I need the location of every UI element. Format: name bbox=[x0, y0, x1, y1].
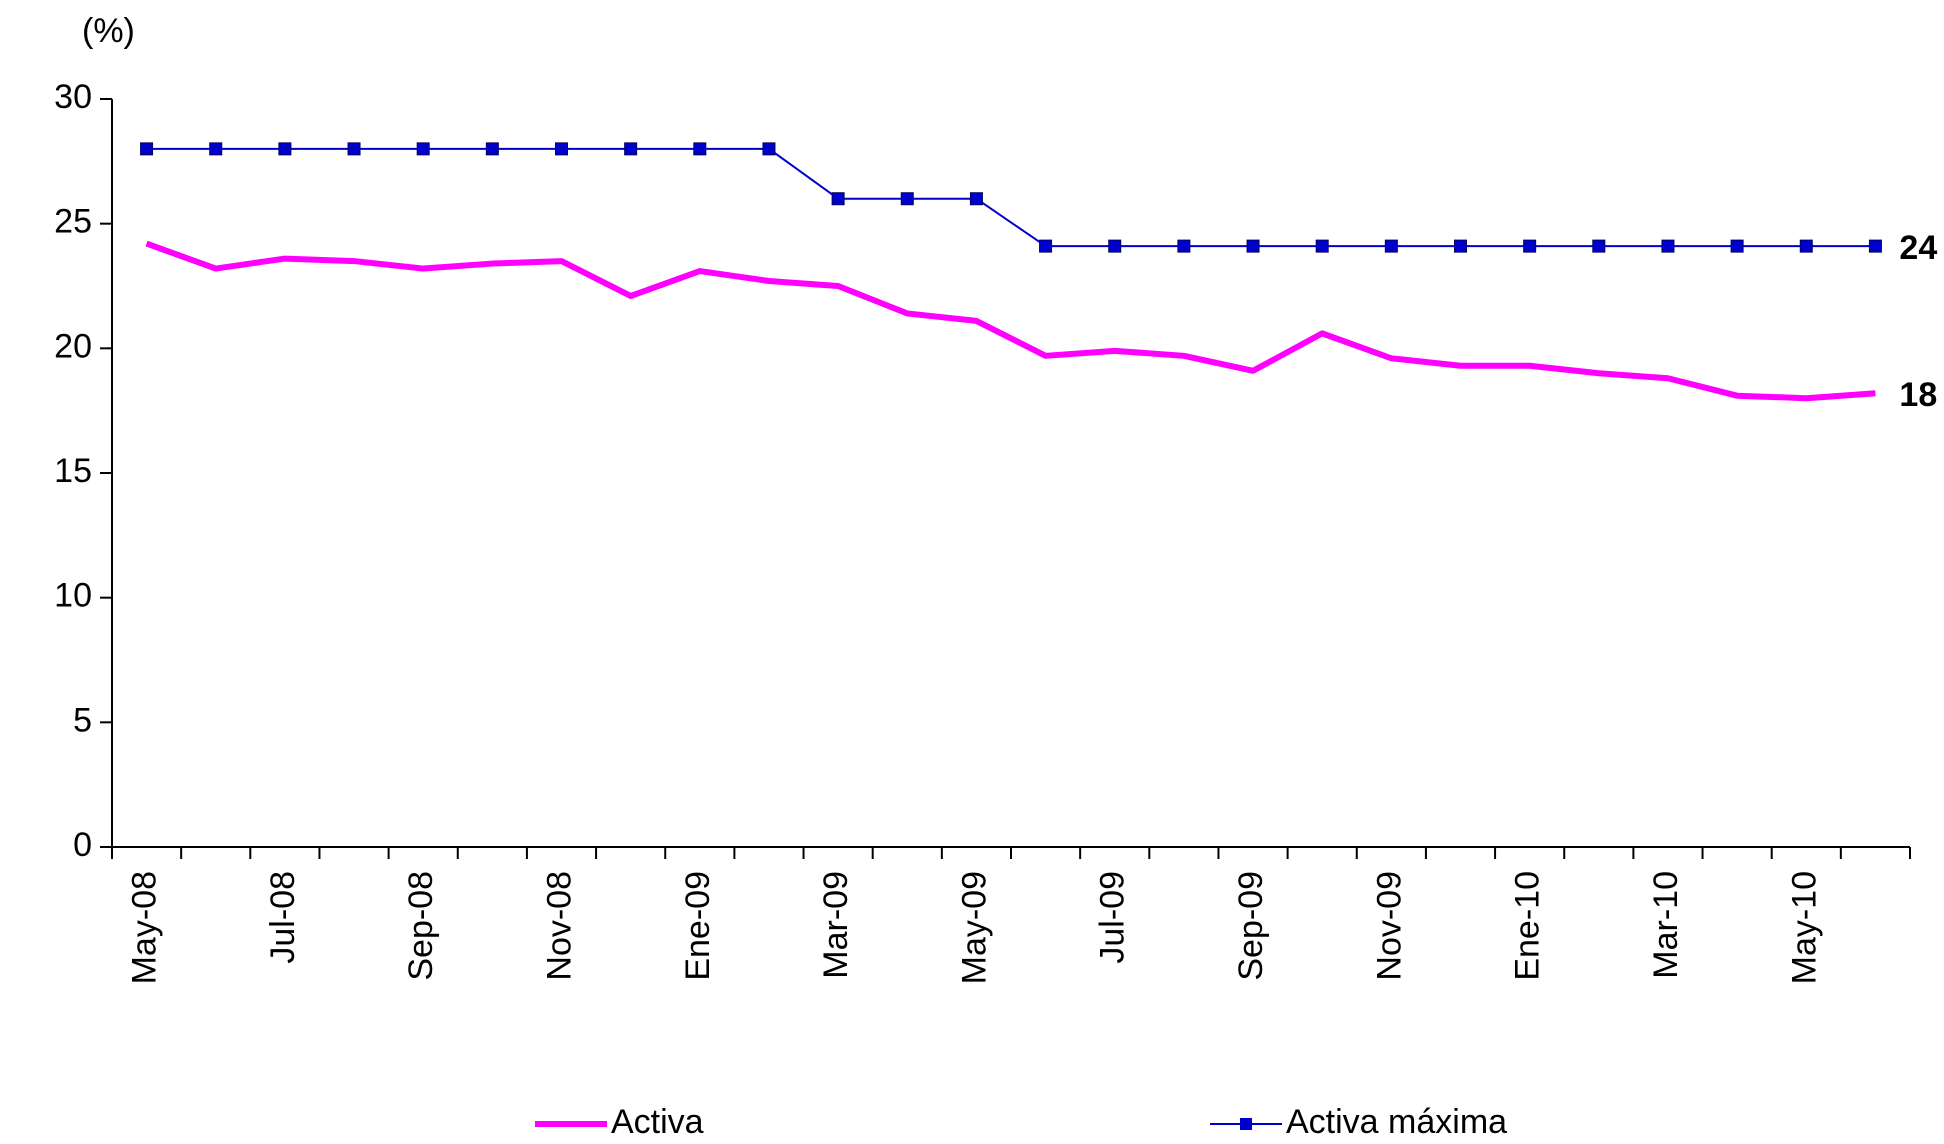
x-tick-label: Nov-09 bbox=[1370, 871, 1408, 981]
series-marker bbox=[278, 142, 292, 156]
y-tick-label: 20 bbox=[54, 327, 92, 365]
series-marker bbox=[900, 192, 914, 206]
y-tick-label: 25 bbox=[54, 203, 92, 241]
x-tick-label: Jul-09 bbox=[1094, 871, 1132, 964]
series-marker bbox=[969, 192, 983, 206]
x-tick-label: May-08 bbox=[126, 871, 164, 984]
y-tick-label: 30 bbox=[54, 78, 92, 116]
series-marker bbox=[762, 142, 776, 156]
end-label: 24 bbox=[1899, 229, 1937, 267]
series-marker bbox=[140, 142, 154, 156]
series-marker bbox=[1592, 239, 1606, 253]
series-marker bbox=[693, 142, 707, 156]
legend-marker bbox=[1240, 1118, 1252, 1130]
series-marker bbox=[416, 142, 430, 156]
x-tick-label: Sep-09 bbox=[1232, 871, 1270, 981]
x-tick-label: May-09 bbox=[955, 871, 993, 984]
y-tick-label: 10 bbox=[54, 577, 92, 615]
series-marker bbox=[1384, 239, 1398, 253]
series-line bbox=[145, 240, 1876, 402]
series-marker bbox=[485, 142, 499, 156]
series-marker bbox=[1315, 239, 1329, 253]
series-marker bbox=[1454, 239, 1467, 253]
y-tick-label: 15 bbox=[54, 452, 92, 490]
series-marker bbox=[1039, 239, 1053, 253]
x-tick-label: Mar-10 bbox=[1647, 871, 1685, 979]
legend-label: Activa máxima bbox=[1286, 1103, 1507, 1141]
x-tick-label: Mar-09 bbox=[817, 871, 855, 979]
end-label: 18 bbox=[1899, 376, 1937, 414]
series-marker bbox=[1661, 239, 1675, 253]
series-marker bbox=[831, 192, 845, 206]
x-tick-label: Jul-08 bbox=[264, 871, 302, 964]
x-tick-label: Nov-08 bbox=[540, 871, 578, 981]
series-marker bbox=[209, 142, 223, 156]
series-marker bbox=[347, 142, 361, 156]
series-marker bbox=[555, 142, 568, 156]
x-tick-label: May-10 bbox=[1785, 871, 1823, 984]
y-tick-label: 0 bbox=[73, 826, 92, 864]
series-line bbox=[146, 147, 1876, 248]
series-marker bbox=[1108, 239, 1122, 253]
x-tick-label: Sep-08 bbox=[402, 871, 440, 981]
legend-label: Activa bbox=[611, 1103, 704, 1141]
series-marker bbox=[1523, 239, 1537, 253]
y-unit-label: (%) bbox=[82, 12, 135, 50]
x-tick-label: Ene-10 bbox=[1509, 871, 1547, 981]
x-tick-label: Ene-09 bbox=[679, 871, 717, 981]
series-marker bbox=[1868, 239, 1882, 253]
series-marker bbox=[1246, 239, 1260, 253]
series-marker bbox=[1177, 239, 1191, 253]
series-marker bbox=[1730, 239, 1744, 253]
y-tick-label: 5 bbox=[73, 701, 92, 739]
series-marker bbox=[1799, 239, 1813, 253]
series-marker bbox=[624, 142, 638, 156]
